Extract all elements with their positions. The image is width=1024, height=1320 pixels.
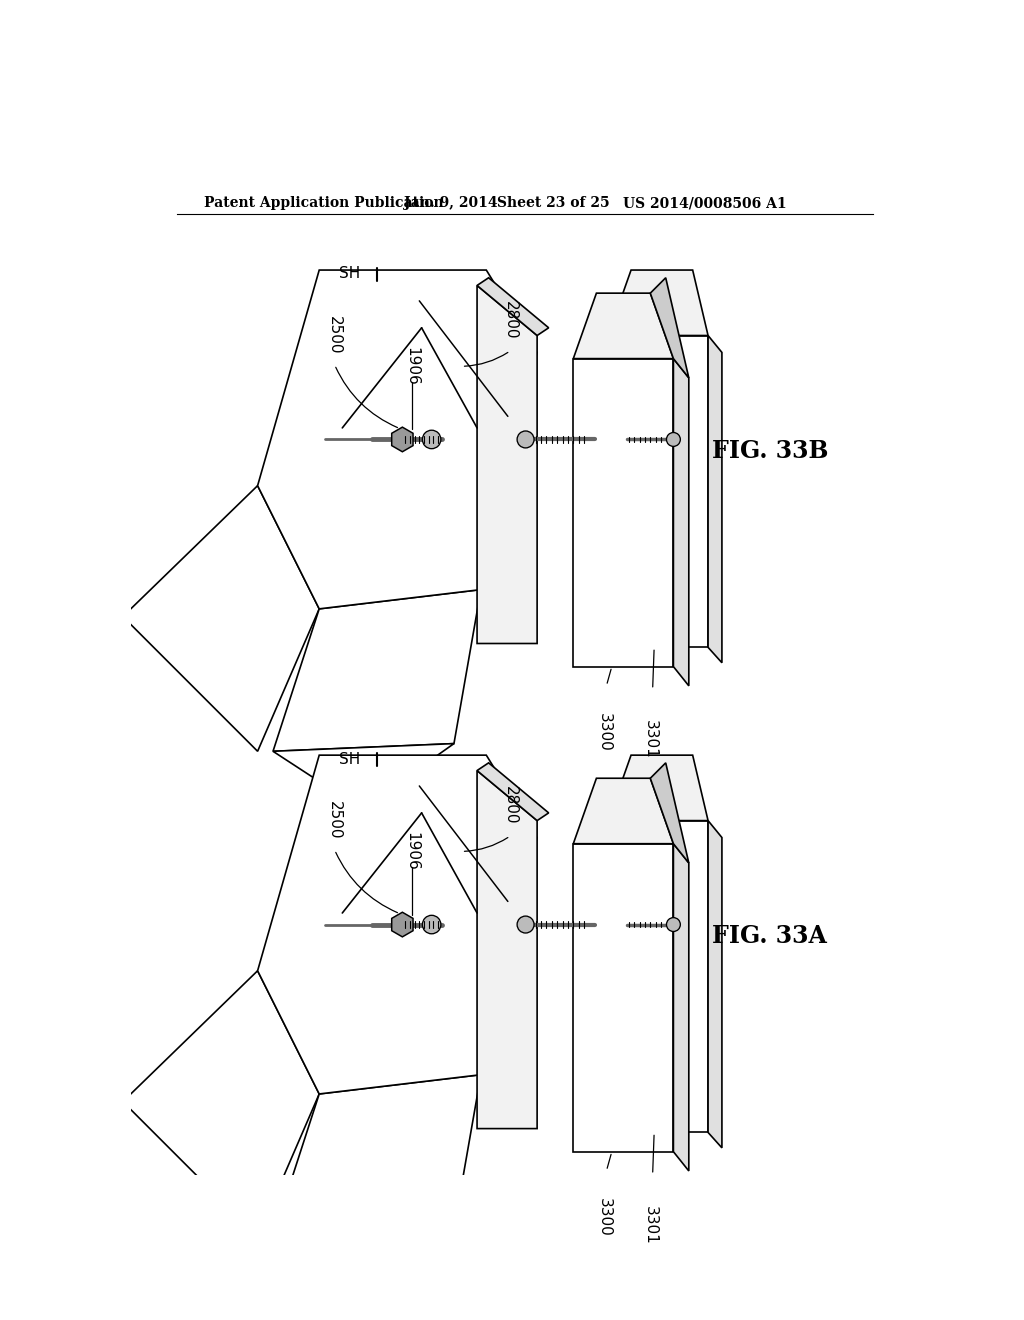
Polygon shape: [573, 359, 674, 667]
Text: 2800: 2800: [503, 301, 518, 339]
Circle shape: [517, 430, 535, 447]
Text: SH: SH: [339, 267, 360, 281]
Polygon shape: [573, 293, 674, 359]
Polygon shape: [608, 335, 708, 647]
Polygon shape: [477, 285, 538, 644]
Text: 2800: 2800: [503, 785, 518, 825]
Polygon shape: [477, 771, 538, 1129]
Circle shape: [517, 916, 535, 933]
Circle shape: [422, 915, 441, 933]
Polygon shape: [273, 1229, 454, 1294]
Polygon shape: [708, 821, 722, 1148]
Polygon shape: [123, 486, 319, 751]
Polygon shape: [573, 779, 674, 843]
Polygon shape: [273, 590, 481, 751]
Polygon shape: [477, 277, 549, 335]
Text: 2500: 2500: [327, 317, 342, 355]
Polygon shape: [273, 1074, 481, 1237]
Text: 1906: 1906: [404, 347, 419, 385]
Polygon shape: [650, 763, 689, 863]
Polygon shape: [392, 912, 413, 937]
Polygon shape: [674, 843, 689, 1171]
Polygon shape: [608, 271, 708, 335]
Polygon shape: [273, 743, 454, 809]
Text: SH: SH: [339, 751, 360, 767]
Polygon shape: [608, 755, 708, 821]
Circle shape: [667, 433, 680, 446]
Polygon shape: [123, 970, 319, 1237]
Text: 1906: 1906: [404, 832, 419, 871]
Circle shape: [422, 430, 441, 449]
Polygon shape: [708, 335, 722, 663]
Text: US 2014/0008506 A1: US 2014/0008506 A1: [624, 197, 787, 210]
Polygon shape: [258, 755, 538, 1094]
Text: 3300: 3300: [597, 713, 611, 751]
Polygon shape: [258, 271, 538, 609]
Circle shape: [667, 917, 680, 932]
Text: 3301: 3301: [643, 721, 657, 759]
Text: FIG. 33A: FIG. 33A: [712, 924, 826, 948]
Text: Sheet 23 of 25: Sheet 23 of 25: [497, 197, 609, 210]
Polygon shape: [674, 359, 689, 686]
Text: 2500: 2500: [327, 801, 342, 840]
Text: Jan. 9, 2014: Jan. 9, 2014: [403, 197, 498, 210]
Text: 3301: 3301: [643, 1205, 657, 1245]
Polygon shape: [650, 277, 689, 378]
Polygon shape: [392, 428, 413, 451]
Text: 3300: 3300: [597, 1197, 611, 1237]
Polygon shape: [608, 821, 708, 1133]
Text: Patent Application Publication: Patent Application Publication: [204, 197, 443, 210]
Text: FIG. 33B: FIG. 33B: [712, 440, 828, 463]
Polygon shape: [573, 843, 674, 1151]
Polygon shape: [477, 763, 549, 821]
